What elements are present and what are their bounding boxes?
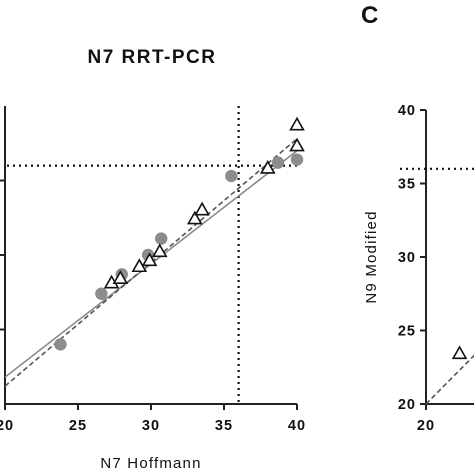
right-y-tick-label: 35 — [398, 177, 416, 193]
right-x-tick-label: 20 — [417, 418, 435, 434]
triangle-point — [289, 137, 305, 152]
right-y-tick-label: 40 — [398, 103, 416, 119]
triangle-point — [289, 116, 305, 131]
circle-point — [155, 232, 168, 245]
chart-title: N7 RRT-PCR — [87, 47, 216, 68]
circle-point — [54, 338, 67, 351]
triangle-point — [194, 201, 210, 216]
left-x-tick-label: 30 — [142, 418, 160, 434]
left-x-tick-label: 25 — [69, 418, 87, 434]
left-reference-lines — [7, 106, 297, 404]
circle-point — [95, 287, 108, 300]
triangle-point — [141, 252, 158, 267]
left-data-points — [54, 116, 305, 351]
right-plot-axes — [425, 110, 474, 405]
left-x-tick-label: 40 — [288, 418, 306, 434]
circle-point — [225, 169, 238, 183]
circle-point — [271, 156, 285, 169]
left-ticks: 20 25 30 35 40 — [0, 179, 306, 434]
right-trend-lines — [425, 354, 474, 405]
right-y-tick-label: 25 — [398, 324, 416, 340]
x-axis-title: N7 Hoffmann — [100, 455, 201, 472]
right-data-points — [451, 345, 468, 360]
y-axis-title: N9 Modified — [363, 210, 380, 303]
triangle-point — [151, 243, 168, 258]
right-y-tick-label: 30 — [398, 250, 416, 266]
panel-letter: C — [361, 2, 378, 29]
triangle-point — [451, 345, 468, 360]
left-x-tick-label: 35 — [215, 418, 233, 434]
left-x-tick-label: 20 — [0, 418, 14, 434]
right-trend-line-dashed — [425, 354, 474, 405]
triangle-point — [186, 210, 203, 225]
right-y-tick-label: 20 — [398, 397, 416, 413]
triangle-point — [259, 159, 276, 174]
circle-point — [290, 153, 304, 166]
triangle-point — [112, 270, 129, 284]
